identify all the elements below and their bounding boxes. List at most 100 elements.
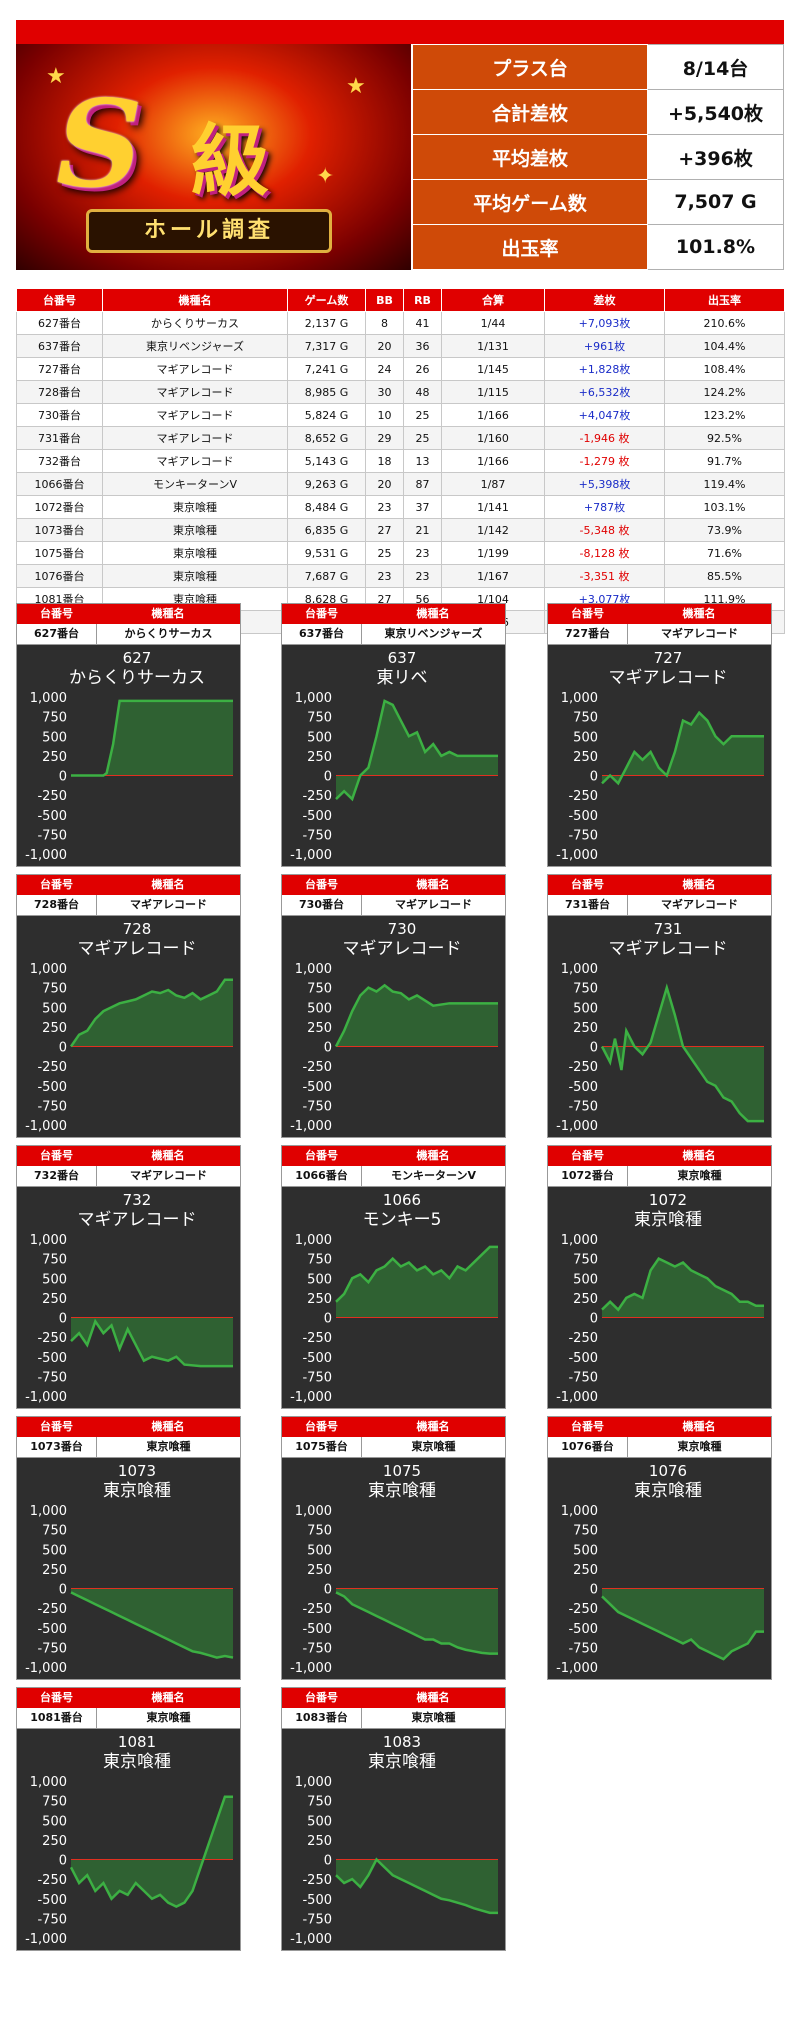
- series-line: [70, 1591, 234, 1659]
- panel-header: 台番号 機種名: [282, 1146, 505, 1166]
- y-tick-label: -250: [568, 789, 598, 804]
- chart-title: マギアレコード: [609, 668, 728, 688]
- table-cell: 1/167: [441, 564, 545, 588]
- panel-header-num-label: 台番号: [40, 607, 73, 620]
- series-area: [602, 712, 764, 784]
- y-tick-label: 0: [324, 1312, 332, 1327]
- panel-header-name-label: 機種名: [151, 1691, 185, 1704]
- table-cell: からくりサーカス: [102, 311, 288, 335]
- panel-info-row: 731番台 マギアレコード: [548, 895, 771, 916]
- y-tick-label: -750: [37, 1099, 67, 1114]
- y-tick-label: 1,000: [30, 691, 67, 706]
- series-area: [336, 700, 498, 800]
- chart-panel-1076: 台番号 機種名 1076番台 東京喰種 1076 東京喰種 1,000 750 500 250 0-…: [547, 1416, 772, 1680]
- panel-machine-name: マギアレコード: [395, 898, 472, 911]
- y-tick-label: 250: [573, 1292, 598, 1307]
- panel-info-row: 727番台 マギアレコード: [548, 624, 771, 645]
- table-cell: 29: [365, 426, 404, 450]
- panel-header-num-label: 台番号: [305, 1420, 338, 1433]
- y-tick-label: 250: [42, 1563, 67, 1578]
- y-tick-label: -250: [302, 1060, 332, 1075]
- panel-machine-name: 東京喰種: [677, 1169, 722, 1182]
- y-tick-label: 750: [307, 711, 332, 726]
- series-line: [71, 699, 233, 777]
- panel-divider: [96, 1437, 97, 1457]
- table-cell: 104.4%: [664, 334, 785, 358]
- table-cell: 1/166: [441, 449, 545, 473]
- y-tick-label: 500: [573, 1272, 598, 1287]
- chart-title-number: 1076: [649, 1462, 687, 1480]
- table-row: 732番台 マギアレコード 5,143 G 18 13 1/166 -1,279 枚 91.7…: [16, 449, 785, 473]
- y-tick-label: 250: [307, 1021, 332, 1036]
- table-cell: 23: [365, 495, 404, 519]
- y-tick-label: -1,000: [290, 1390, 332, 1405]
- panel-machine-name: マギアレコード: [661, 898, 738, 911]
- y-tick-label: 750: [573, 711, 598, 726]
- star-icon: ★: [346, 74, 366, 99]
- table-cell: -8,128 枚: [544, 541, 665, 565]
- panel-header: 台番号 機種名: [17, 875, 240, 895]
- table-header-cell: 機種名: [102, 288, 288, 312]
- panel-header-num-label: 台番号: [40, 1691, 73, 1704]
- y-tick-label: 500: [307, 1543, 332, 1558]
- panel-info-row: 1075番台 東京喰種: [282, 1437, 505, 1458]
- chart-title: 東京喰種: [103, 1752, 171, 1772]
- panel-header-name-label: 機種名: [682, 607, 716, 620]
- y-tick-label: 250: [573, 750, 598, 765]
- table-header-cell: ゲーム数: [287, 288, 366, 312]
- chart-title-number: 1083: [383, 1733, 421, 1751]
- y-tick-label: -1,000: [25, 1932, 67, 1947]
- series-line: [70, 1318, 233, 1368]
- table-cell: 30: [365, 380, 404, 404]
- table-cell: 8,484 G: [287, 495, 366, 519]
- y-tick-label: 500: [42, 730, 67, 745]
- table-cell: 71.6%: [664, 541, 785, 565]
- y-tick-label: -750: [37, 1912, 67, 1927]
- table-cell: 20: [365, 472, 404, 496]
- table-cell: 23: [403, 541, 442, 565]
- panel-header: 台番号 機種名: [282, 875, 505, 895]
- table-cell: モンキーターンV: [102, 472, 288, 496]
- chart-title-number: 732: [123, 1191, 152, 1209]
- table-cell: 1/145: [441, 357, 545, 381]
- summary-row: 出玉率 101.8%: [412, 224, 784, 270]
- panel-machine-name: マギアレコード: [130, 1169, 207, 1182]
- table-cell: 7,241 G: [287, 357, 366, 381]
- y-tick-label: 500: [573, 730, 598, 745]
- chart-background: [282, 1729, 505, 1950]
- panel-unit-number: 727番台: [565, 627, 610, 640]
- table-cell: -1,946 枚: [544, 426, 665, 450]
- series-line: [334, 983, 498, 1048]
- panel-header: 台番号 機種名: [548, 1146, 771, 1166]
- y-tick-label: -750: [568, 1370, 598, 1385]
- panel-divider: [96, 1166, 97, 1186]
- series-line: [600, 983, 764, 1123]
- y-tick-label: -1,000: [556, 1119, 598, 1134]
- chart-title: 東京喰種: [634, 1210, 702, 1230]
- chart-panel-627: 台番号 機種名 627番台 からくりサーカス 627 からくりサーカス 1,000 750 50…: [16, 603, 241, 867]
- table-cell: 25: [403, 403, 442, 427]
- panel-header-name-label: 機種名: [682, 1420, 716, 1433]
- y-tick-label: -500: [37, 1351, 67, 1366]
- table-row: 730番台 マギアレコード 5,824 G 10 25 1/166 +4,047枚 123.2…: [16, 403, 785, 427]
- panel-info-row: 1083番台 東京喰種: [282, 1708, 505, 1729]
- panel-header-name-label: 機種名: [151, 1420, 185, 1433]
- panel-unit-number: 1073番台: [30, 1440, 83, 1453]
- y-tick-label: -250: [37, 1060, 67, 1075]
- summary-row: 平均ゲーム数 7,507 G: [412, 179, 784, 225]
- table-cell: 23: [403, 564, 442, 588]
- table-cell: -5,348 枚: [544, 518, 665, 542]
- series-area: [602, 987, 764, 1122]
- y-tick-label: 750: [307, 1795, 332, 1810]
- y-tick-label: -250: [37, 1602, 67, 1617]
- y-tick-label: -500: [302, 1351, 332, 1366]
- summary-value: 101.8%: [647, 224, 784, 270]
- panel-machine-name: からくりサーカス: [124, 627, 213, 640]
- panel-header: 台番号 機種名: [282, 1688, 505, 1708]
- chart-title-number: 1075: [383, 1462, 421, 1480]
- chart-title: 東京喰種: [103, 1481, 171, 1501]
- table-cell: 1073番台: [16, 518, 103, 542]
